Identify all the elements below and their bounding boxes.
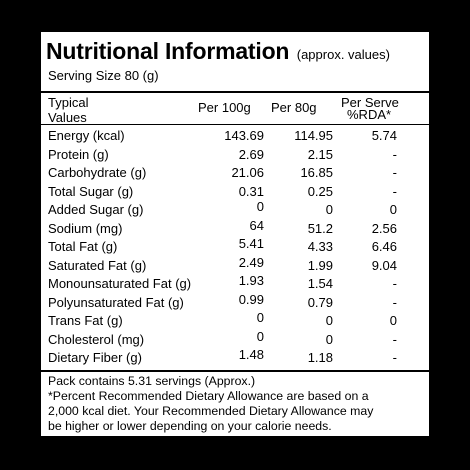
header-rda-line1: Per Serve: [341, 95, 399, 110]
nutrient-row: Cholesterol (mg) 0 0 -: [41, 328, 429, 350]
nutrient-row: Polyunsaturated Fat (g) 0.99 0.79 -: [41, 291, 429, 313]
nutrient-name: Sodium (mg): [48, 220, 123, 236]
header-rda-line2: %RDA*: [347, 107, 392, 122]
footer-rda-note-3: be higher or lower depending on your cal…: [48, 419, 332, 433]
value-per100: 2.49: [238, 254, 264, 270]
value-per100: 0: [256, 199, 264, 214]
value-rda: -: [392, 294, 397, 310]
nutrient-name: Dietary Fiber (g): [48, 350, 142, 365]
divider-footer: [41, 370, 429, 372]
value-per80: 0: [325, 202, 333, 217]
nutrient-row: Carbohydrate (g) 21.06 16.85 -: [41, 165, 429, 183]
label-subtitle: (approx. values): [296, 47, 390, 62]
nutrition-label: Nutritional Information (approx. values)…: [41, 32, 429, 436]
value-per80: 1.18: [307, 350, 333, 365]
title-row: Nutritional Information (approx. values): [46, 38, 390, 65]
nutrient-name: Protein (g): [48, 146, 109, 162]
value-per80: 0: [325, 331, 333, 347]
value-per100: 2.69: [238, 146, 264, 162]
nutrient-name: Monounsaturated Fat (g): [48, 276, 192, 291]
value-rda: -: [392, 146, 397, 162]
value-rda: 6.46: [371, 239, 397, 254]
value-per100: 0.31: [238, 183, 264, 199]
nutrient-row: Energy (kcal) 143.69 114.95 5.74: [41, 128, 429, 146]
header-per80: Per 80g: [271, 100, 317, 115]
value-rda: 5.74: [371, 128, 397, 143]
value-per80: 1.99: [307, 257, 333, 273]
header-typical: Typical: [48, 95, 89, 110]
nutrient-row: Protein (g) 2.69 2.15 -: [41, 147, 429, 165]
value-per100: 5.41: [238, 236, 264, 251]
table-header: Typical Values Per 100g Per 80g Per Serv…: [41, 94, 429, 128]
value-rda: -: [392, 331, 397, 347]
value-per100: 64: [249, 217, 264, 233]
value-per80: 0.79: [307, 294, 333, 310]
value-rda: -: [392, 276, 397, 291]
nutrient-name: Polyunsaturated Fat (g): [48, 294, 184, 310]
value-rda: 0: [389, 202, 397, 217]
value-rda: -: [392, 350, 397, 365]
nutrient-name: Cholesterol (mg): [48, 331, 145, 347]
nutrient-row: Dietary Fiber (g) 1.48 1.18 -: [41, 347, 429, 368]
value-per100: 21.06: [231, 165, 264, 180]
header-values: Values: [48, 110, 87, 125]
value-per80: 4.33: [307, 239, 333, 254]
nutrient-name: Added Sugar (g): [48, 202, 144, 217]
nutrient-row: Added Sugar (g) 0 0 0: [41, 199, 429, 220]
value-rda: -: [392, 165, 397, 180]
footer-notes: Pack contains 5.31 servings (Approx.) *P…: [48, 374, 428, 434]
footer-rda-note-1: *Percent Recommended Dietary Allowance a…: [48, 389, 369, 403]
value-per80: 114.95: [294, 128, 333, 143]
value-per100: 0: [256, 328, 264, 344]
nutrient-row: Saturated Fat (g) 2.49 1.99 9.04: [41, 254, 429, 276]
value-per100: 0.99: [238, 291, 264, 307]
divider-top: [41, 91, 429, 93]
header-per100: Per 100g: [198, 100, 251, 115]
value-rda: 0: [389, 313, 397, 328]
nutrient-name: Carbohydrate (g): [48, 165, 147, 180]
nutrient-row: Monounsaturated Fat (g) 1.93 1.54 -: [41, 273, 429, 294]
value-per80: 0: [325, 313, 333, 328]
nutrient-name: Energy (kcal): [48, 128, 125, 143]
value-rda: -: [392, 183, 397, 199]
nutrient-name: Total Sugar (g): [48, 183, 134, 199]
footer-pack-servings: Pack contains 5.31 servings (Approx.): [48, 374, 256, 388]
label-title: Nutritional Information: [46, 38, 290, 64]
nutrient-name: Total Fat (g): [48, 239, 118, 254]
footer-rda-note-2: 2,000 kcal diet. Your Recommended Dietar…: [48, 404, 374, 418]
nutrient-name: Trans Fat (g): [48, 313, 123, 328]
nutrient-row: Total Sugar (g) 0.31 0.25 -: [41, 184, 429, 202]
value-per100: 0: [256, 310, 264, 325]
divider-header: [41, 124, 429, 125]
value-per80: 1.54: [307, 276, 333, 291]
value-per100: 1.93: [238, 273, 264, 288]
serving-size: Serving Size 80 (g): [48, 68, 159, 83]
value-per80: 2.15: [307, 146, 333, 162]
value-rda: 9.04: [371, 257, 397, 273]
value-rda: 2.56: [371, 220, 397, 236]
value-per80: 0.25: [307, 183, 333, 199]
nutrient-name: Saturated Fat (g): [48, 257, 147, 273]
value-per100: 1.48: [238, 347, 264, 362]
nutrient-row: Trans Fat (g) 0 0 0: [41, 310, 429, 331]
value-per80: 51.2: [307, 220, 333, 236]
nutrient-row: Total Fat (g) 5.41 4.33 6.46: [41, 236, 429, 257]
nutrient-row: Sodium (mg) 64 51.2 2.56: [41, 217, 429, 239]
value-per80: 16.85: [300, 165, 333, 180]
value-per100: 143.69: [224, 128, 264, 143]
